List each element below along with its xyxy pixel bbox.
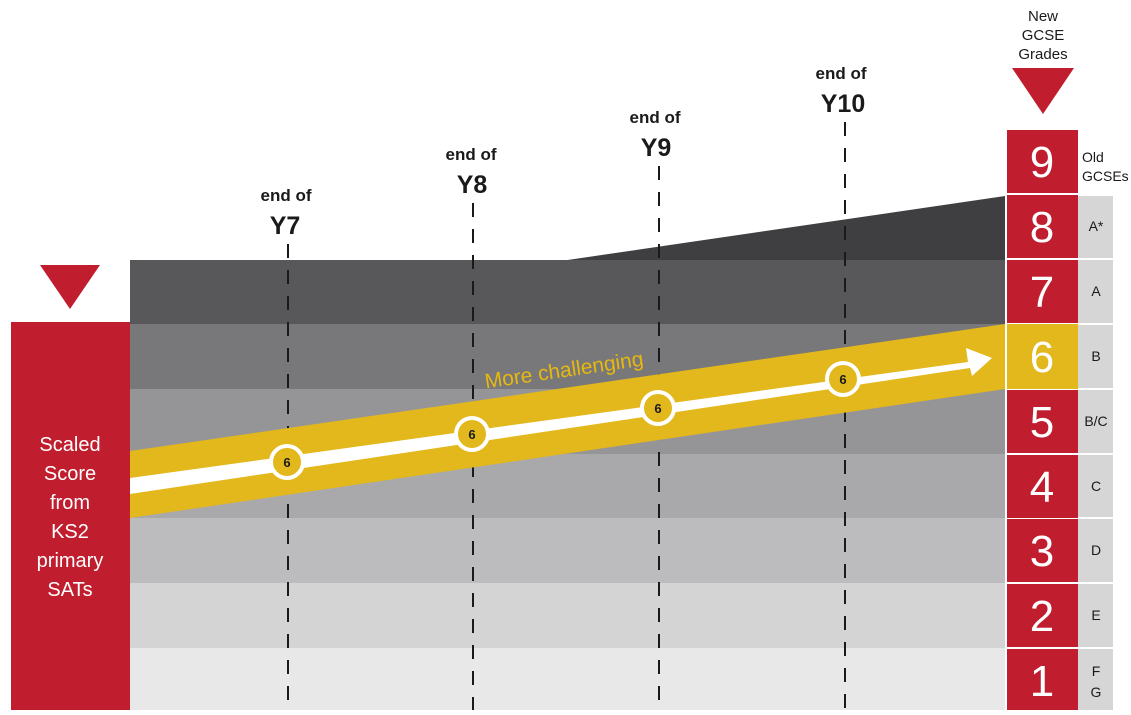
old-grade-1a: F bbox=[1092, 663, 1101, 679]
new-grades-header-line-2: GCSE bbox=[1022, 27, 1065, 44]
old-grade-7: A bbox=[1091, 283, 1101, 299]
grade-cell-1 bbox=[1007, 649, 1078, 710]
white-arrow bbox=[130, 348, 992, 494]
band-3 bbox=[130, 518, 1005, 583]
marker-y7-text: 6 bbox=[283, 455, 290, 470]
new-grades-header-line-3: Grades bbox=[1018, 46, 1067, 63]
grade-number-2: 2 bbox=[1030, 592, 1054, 641]
marker-y10-text: 6 bbox=[839, 372, 846, 387]
year-prefix-y9: end of bbox=[630, 108, 681, 127]
grades-column: New GCSE Grades Old GCSEs 9 8 A* 7 A 6 B… bbox=[1007, 8, 1129, 710]
grade-cell-8 bbox=[1007, 195, 1078, 258]
grade-number-4: 4 bbox=[1030, 463, 1054, 512]
ks2-pointer-triangle bbox=[40, 265, 100, 309]
ks2-label-line-6: SATs bbox=[47, 579, 92, 601]
old-grades-header-line-2: GCSEs bbox=[1082, 168, 1129, 184]
old-grade-dividers bbox=[1078, 258, 1113, 649]
old-grade-2: E bbox=[1091, 607, 1100, 623]
marker-y9-text: 6 bbox=[654, 401, 661, 416]
year-prefix-y8: end of bbox=[446, 145, 497, 164]
year-prefix-y7: end of bbox=[261, 186, 312, 205]
old-grade-3: D bbox=[1091, 542, 1101, 558]
year-label-y9: Y9 bbox=[641, 134, 672, 162]
ks2-label-line-1: Scaled bbox=[39, 434, 100, 456]
grade-cell-2 bbox=[1007, 584, 1078, 647]
target-markers: 6 6 6 6 bbox=[269, 361, 861, 480]
grade-number-3: 3 bbox=[1030, 527, 1054, 576]
marker-y8-text: 6 bbox=[468, 427, 475, 442]
grade-cell-5 bbox=[1007, 390, 1078, 453]
old-grade-4: C bbox=[1091, 478, 1101, 494]
old-grade-1b: G bbox=[1091, 684, 1102, 700]
marker-y9: 6 bbox=[640, 390, 676, 426]
grade-number-7: 7 bbox=[1030, 268, 1054, 317]
old-grade-8: A* bbox=[1089, 218, 1104, 234]
highlight-row-6 bbox=[1007, 324, 1078, 389]
ks2-label-line-5: primary bbox=[37, 550, 104, 572]
grade-cell-9 bbox=[1007, 130, 1078, 193]
ks2-label-line-4: KS2 bbox=[51, 521, 89, 543]
ks2-label-line-2: Score bbox=[44, 463, 96, 485]
new-grades-header-line-1: New bbox=[1028, 8, 1058, 25]
band-1 bbox=[130, 648, 1005, 710]
old-grade-5: B/C bbox=[1084, 413, 1107, 429]
grade-number-1: 1 bbox=[1030, 657, 1054, 706]
ks2-score-box: Scaled Score from KS2 primary SATs bbox=[11, 265, 130, 710]
grade-cell-4 bbox=[1007, 455, 1078, 518]
old-grades-header-line-1: Old bbox=[1082, 149, 1104, 165]
grade-number-9: 9 bbox=[1030, 138, 1054, 187]
marker-y8: 6 bbox=[454, 416, 490, 452]
ks2-label-line-3: from bbox=[50, 492, 90, 514]
grade-number-5: 5 bbox=[1030, 398, 1054, 447]
grade-number-8: 8 bbox=[1030, 203, 1054, 252]
year-label-y7: Y7 bbox=[270, 212, 301, 240]
marker-y7: 6 bbox=[269, 444, 305, 480]
year-label-y8: Y8 bbox=[457, 171, 488, 199]
grade-number-6: 6 bbox=[1030, 333, 1054, 382]
year-label-y10: Y10 bbox=[821, 90, 865, 118]
grade-cell-3 bbox=[1007, 519, 1078, 582]
ks2-box bbox=[11, 322, 130, 710]
band-7 bbox=[130, 260, 1005, 324]
grades-pointer-triangle bbox=[1012, 68, 1074, 114]
old-grade-6: B bbox=[1091, 348, 1100, 364]
year-prefix-y10: end of bbox=[816, 64, 867, 83]
band-2 bbox=[130, 583, 1005, 648]
grade-cell-7 bbox=[1007, 260, 1078, 323]
marker-y10: 6 bbox=[825, 361, 861, 397]
year-labels: end of Y7 end of Y8 end of Y9 end of Y10 bbox=[261, 64, 867, 240]
